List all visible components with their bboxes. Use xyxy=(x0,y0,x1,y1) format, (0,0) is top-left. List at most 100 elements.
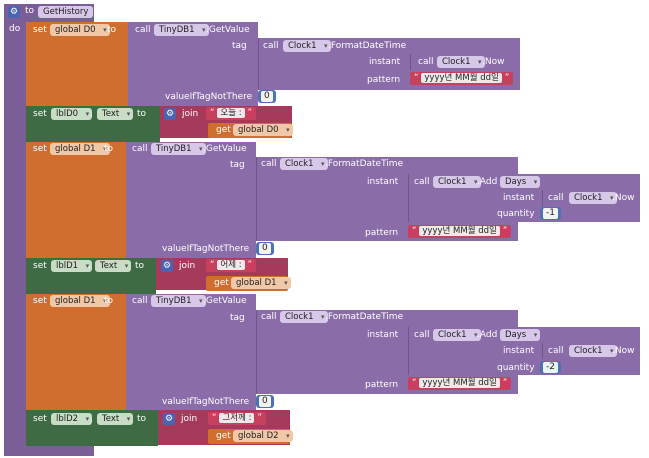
number-block[interactable]: 0 xyxy=(256,242,274,255)
component-name: TinyDB1 xyxy=(156,296,192,306)
tag-label: tag xyxy=(232,41,247,51)
string-block[interactable]: “그저께 :” xyxy=(208,412,266,425)
call-keyword: call xyxy=(548,346,564,356)
instant-label: instant xyxy=(503,346,535,356)
number-value[interactable]: 0 xyxy=(259,396,271,407)
get-keyword: get xyxy=(214,278,229,288)
unit-name: Days xyxy=(505,177,527,187)
tinydb-getvalue-block[interactable] xyxy=(126,142,256,258)
value-if-tag-not-there-label: valueIfTagNotThere xyxy=(162,397,250,407)
string-value[interactable]: yyyy년 MM월 dd일 xyxy=(419,378,500,388)
string-value[interactable]: 그저께 : xyxy=(219,413,255,423)
set-keyword: set xyxy=(33,25,47,35)
set-keyword: set xyxy=(33,296,47,306)
label-dropdown[interactable]: lblD2 ▾ xyxy=(51,413,93,425)
unit-dropdown[interactable]: Days ▾ xyxy=(500,329,541,341)
variable-dropdown[interactable]: global D1 ▾ xyxy=(50,143,110,155)
chevron-down-icon: ▾ xyxy=(103,145,107,153)
number-value[interactable]: -2 xyxy=(543,362,558,373)
chevron-down-icon: ▾ xyxy=(85,415,90,423)
clock-dropdown[interactable]: Clock1 ▾ xyxy=(283,40,331,52)
clock-dropdown[interactable]: Clock1 ▾ xyxy=(433,176,481,188)
tinydb-dropdown[interactable]: TinyDB1 ▾ xyxy=(151,143,206,155)
string-value[interactable]: yyyy년 MM월 dd일 xyxy=(421,73,502,83)
quantity-label: quantity xyxy=(497,363,535,373)
string-value[interactable]: 어제 : xyxy=(217,260,245,270)
string-block[interactable]: “어제 :” xyxy=(206,259,257,272)
string-value[interactable]: yyyy년 MM월 dd일 xyxy=(419,226,500,236)
property-dropdown[interactable]: Text ▾ xyxy=(97,108,134,120)
proc-do-label: do xyxy=(9,24,21,34)
set-global-d1-block[interactable] xyxy=(26,142,126,258)
number-block[interactable]: -2 xyxy=(540,361,561,374)
tinydb-dropdown[interactable]: TinyDB1 ▾ xyxy=(151,295,206,307)
clock-dropdown[interactable]: Clock1 ▾ xyxy=(280,311,328,323)
call-keyword: call xyxy=(548,193,564,203)
value-if-tag-not-there-label: valueIfTagNotThere xyxy=(162,244,250,254)
variable-dropdown[interactable]: global D0 ▾ xyxy=(50,24,110,36)
call-keyword: call xyxy=(261,312,277,322)
component-name: Clock1 xyxy=(285,312,314,322)
variable-name: global D0 xyxy=(55,25,96,35)
pattern-string-block[interactable]: “yyyy년 MM월 dd일” xyxy=(408,225,512,238)
tinydb-dropdown[interactable]: TinyDB1 ▾ xyxy=(154,24,209,36)
component-name: lblD0 xyxy=(56,109,79,119)
property-dropdown[interactable]: Text ▾ xyxy=(97,413,134,425)
clock-dropdown[interactable]: Clock1 ▾ xyxy=(569,192,617,204)
clock-dropdown[interactable]: Clock1 ▾ xyxy=(437,56,485,68)
component-name: Clock1 xyxy=(574,346,603,356)
number-block[interactable]: 0 xyxy=(258,90,276,103)
component-name: Clock1 xyxy=(288,41,317,51)
set-global-d1-block[interactable] xyxy=(26,294,126,410)
chevron-down-icon: ▾ xyxy=(321,313,325,321)
number-value[interactable]: 0 xyxy=(259,243,271,254)
component-name: TinyDB1 xyxy=(156,144,192,154)
tag-label: tag xyxy=(230,160,245,170)
number-block[interactable]: 0 xyxy=(256,395,274,408)
gear-icon[interactable]: ⚙ xyxy=(161,260,173,272)
set-lbld0-text-block[interactable] xyxy=(26,106,160,142)
variable-name: global D1 xyxy=(236,278,277,288)
to-keyword: to xyxy=(137,414,147,424)
unit-dropdown[interactable]: Days ▾ xyxy=(500,176,541,188)
pattern-string-block[interactable]: “yyyy년 MM월 dd일” xyxy=(408,377,512,390)
join-keyword: join xyxy=(181,414,198,424)
procedure-name-field[interactable]: GetHistory xyxy=(38,6,94,18)
number-value[interactable]: -1 xyxy=(543,208,558,219)
pattern-string-block[interactable]: “yyyy년 MM월 dd일” xyxy=(410,72,514,85)
clock-dropdown[interactable]: Clock1 ▾ xyxy=(433,329,481,341)
label-dropdown[interactable]: lblD0 ▾ xyxy=(51,108,93,120)
variable-dropdown[interactable]: global D2 ▾ xyxy=(233,430,293,442)
number-block[interactable]: -1 xyxy=(540,207,561,220)
set-keyword: set xyxy=(33,414,47,424)
get-keyword: get xyxy=(216,431,231,441)
string-value[interactable]: 오늘 : xyxy=(217,108,245,118)
tinydb-getvalue-block[interactable] xyxy=(126,294,256,410)
property-dropdown[interactable]: Text ▾ xyxy=(95,260,132,272)
property-name: Text xyxy=(102,414,120,424)
chevron-down-icon: ▾ xyxy=(126,110,131,118)
string-block[interactable]: “오늘 :” xyxy=(206,107,257,120)
clock-dropdown[interactable]: Clock1 ▾ xyxy=(569,345,617,357)
label-dropdown[interactable]: lblD1 ▾ xyxy=(51,260,93,272)
chevron-down-icon: ▾ xyxy=(478,58,482,66)
pattern-label: pattern xyxy=(365,228,399,238)
chevron-down-icon: ▾ xyxy=(474,331,478,339)
number-value[interactable]: 0 xyxy=(261,91,273,102)
call-keyword: call xyxy=(414,177,430,187)
method-label: .FormatDateTime xyxy=(325,159,404,169)
variable-dropdown[interactable]: global D1 ▾ xyxy=(50,295,110,307)
set-global-d0-block[interactable] xyxy=(26,22,128,106)
call-keyword: call xyxy=(135,25,151,35)
gear-icon[interactable]: ⚙ xyxy=(163,413,175,425)
gear-icon[interactable]: ⚙ xyxy=(8,6,20,18)
chevron-down-icon: ▾ xyxy=(198,145,203,153)
chevron-down-icon: ▾ xyxy=(610,347,614,355)
gear-icon[interactable]: ⚙ xyxy=(164,108,176,120)
to-keyword: to xyxy=(107,25,117,35)
variable-dropdown[interactable]: global D1 ▾ xyxy=(231,277,291,289)
component-name: lblD1 xyxy=(56,261,79,271)
clock-dropdown[interactable]: Clock1 ▾ xyxy=(280,158,328,170)
tinydb-getvalue-block[interactable] xyxy=(128,22,258,106)
variable-dropdown[interactable]: global D0 ▾ xyxy=(233,124,293,136)
